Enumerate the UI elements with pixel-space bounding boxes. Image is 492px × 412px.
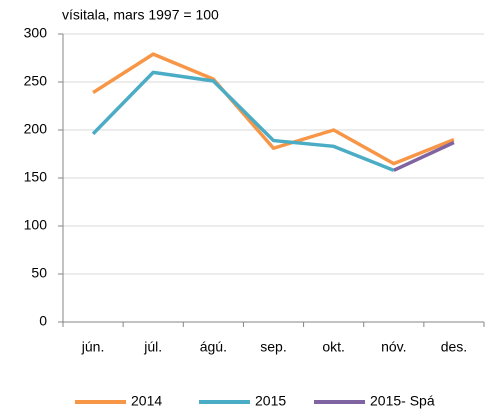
y-tick-label: 0	[39, 313, 47, 329]
series-line	[91, 70, 395, 172]
legend-label: 2015	[255, 393, 286, 409]
y-tick-label: 250	[24, 73, 48, 89]
y-tick-label: 150	[24, 169, 48, 185]
x-tick-label: júl.	[143, 339, 162, 355]
x-tick-label: nóv.	[381, 339, 406, 355]
x-tick-label: okt.	[322, 339, 345, 355]
x-tick-label: des.	[441, 339, 467, 355]
x-tick-label: ágú.	[200, 339, 227, 355]
series-line	[393, 140, 455, 172]
legend-label: 2015- Spá	[370, 393, 435, 409]
x-tick-label: sep.	[260, 339, 286, 355]
y-tick-label: 100	[24, 217, 48, 233]
y-tick-label: 50	[31, 265, 47, 281]
legend-label: 2014	[131, 393, 162, 409]
y-tick-label: 200	[24, 121, 48, 137]
chart-title: vísitala, mars 1997 = 100	[62, 7, 219, 23]
x-tick-label: jún.	[81, 339, 105, 355]
series-line	[92, 52, 455, 166]
y-tick-label: 300	[24, 25, 48, 41]
